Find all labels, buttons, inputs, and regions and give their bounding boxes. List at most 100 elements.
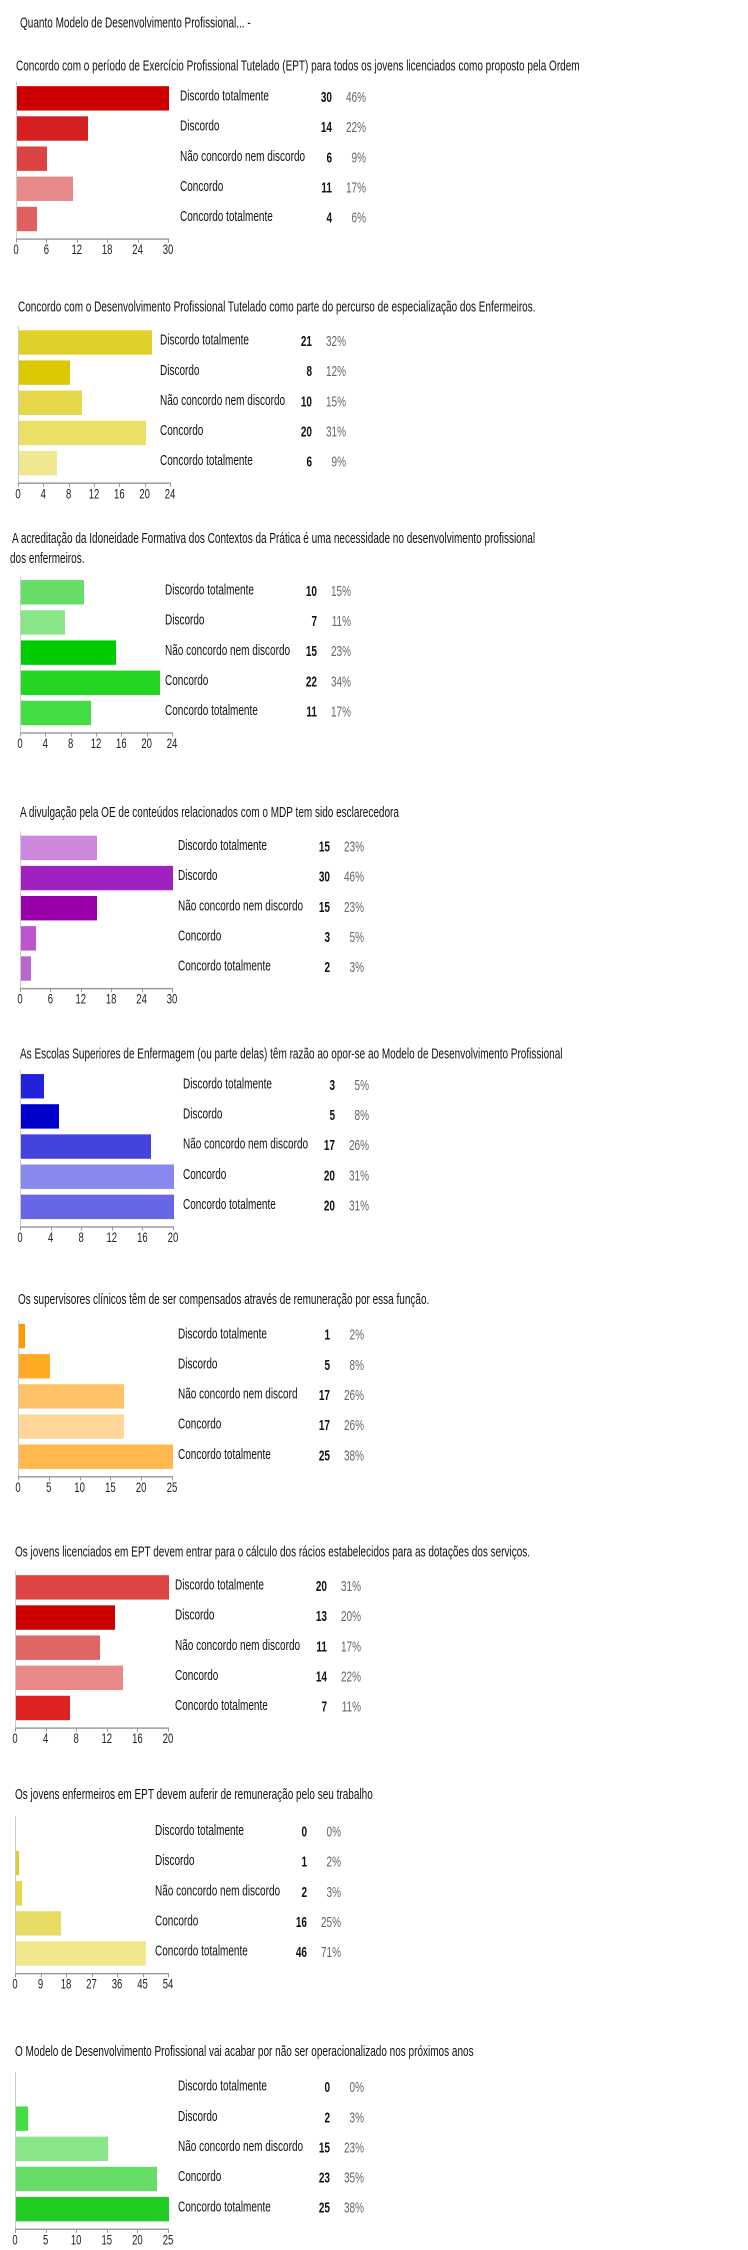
axis-tick [106,2228,108,2233]
count-label: 11 [321,180,332,197]
bar [21,670,161,695]
axis-tick-label: 24 [132,242,143,259]
category-label: Não concordo nem discordo [155,1883,281,1900]
percent-label: 15% [325,394,346,411]
axis-tick [141,1476,143,1481]
axis-tick-label: 24 [164,486,176,503]
category-label: Discordo [178,1356,218,1373]
axis-tick [107,238,109,243]
axis-tick [79,1476,81,1481]
count-label: 0 [301,1825,307,1841]
axis-tick-label: 5 [42,2232,49,2249]
category-label: Discordo [155,1853,195,1870]
axis-tick [16,238,17,243]
value-axis-line [16,81,17,239]
percent-label: 26% [343,1388,364,1405]
count-label: 1 [324,1328,330,1345]
axis-tick-label: 12 [75,992,87,1009]
axis-tick-label: 15 [105,1480,116,1497]
axis-tick [168,1727,169,1732]
chart-title: A divulgação pela OE de conteúdos relaci… [20,805,399,822]
bar [21,640,116,665]
category-label: Não concordo nem discordo [178,2139,304,2156]
bar [17,86,169,111]
axis-tick-label: 6 [47,992,54,1009]
count-label: 8 [306,364,312,381]
bar [21,896,97,921]
category-label: Concordo [175,1668,219,1685]
axis-tick [117,1972,118,1978]
axis-tick [106,1727,108,1732]
category-axis-line [20,987,172,990]
percent-label: 8% [354,1108,369,1125]
percent-label: 0% [326,1825,341,1841]
category-axis-line [15,1727,168,1729]
count-label: 46 [295,1945,307,1962]
bar [16,2136,108,2162]
percent-label: 23% [343,840,364,856]
percent-label: 22% [340,1669,361,1686]
bar [21,956,32,981]
axis-tick [76,2228,78,2233]
bar [17,206,38,232]
axis-tick-label: 15 [101,2232,113,2249]
percent-label: 3% [326,1885,341,1902]
axis-tick-label: 12 [101,1731,113,1748]
category-label: Discordo totalmente [178,1326,267,1343]
axis-tick [137,2228,139,2233]
axis-tick [43,482,45,487]
axis-tick [15,1972,16,1978]
axis-tick [170,482,171,487]
axis-tick-label: 20 [162,1731,174,1748]
count-label: 13 [315,1609,327,1626]
axis-tick [137,238,139,243]
count-label: 20 [315,1579,327,1596]
axis-tick-label: 16 [132,1731,143,1748]
bar [21,700,91,726]
percent-label: 23% [343,2140,364,2157]
category-label: Discordo [175,1608,215,1625]
count-label: 11 [306,705,317,721]
axis-tick-label: 8 [68,736,74,753]
bar [21,610,66,635]
category-label: Concordo totalmente [180,209,273,226]
bar [19,420,146,446]
category-label: Discordo totalmente [180,89,269,105]
percent-label: 9% [351,150,366,167]
axis-tick-label: 16 [116,736,127,753]
bar [16,1695,70,1721]
count-label: 14 [320,120,332,137]
axis-tick-label: 20 [132,2232,143,2249]
value-axis-line [15,1816,16,1973]
axis-tick [172,732,173,737]
bar [17,116,88,141]
axis-tick-label: 16 [137,1230,148,1247]
axis-tick-label: 10 [70,2232,82,2249]
bar [19,1444,173,1469]
count-label: 5 [324,1358,330,1375]
axis-tick-label: 45 [137,1977,148,1994]
count-label: 21 [300,334,312,351]
category-label: Não concordo nem discordo [183,1137,309,1154]
chart-title: As Escolas Superiores de Enfermagem (ou … [20,1046,563,1063]
percent-label: 11% [341,1700,361,1716]
axis-tick [46,238,48,243]
chart-title: A acreditação da Idoneidade Formativa do… [12,531,536,548]
axis-tick-label: 12 [88,486,100,503]
category-label: Concordo totalmente [160,453,253,470]
chart-title: Concordo com o Desenvolvimento Profissio… [18,300,536,316]
category-label: Discordo totalmente [155,1823,244,1840]
category-label: Discordo totalmente [183,1076,272,1093]
bar [19,1384,124,1409]
axis-tick-label: 0 [17,736,23,753]
axis-tick-label: 6 [43,242,50,259]
bar [16,1635,101,1660]
count-label: 17 [318,1388,330,1405]
axis-tick-label: 25 [166,1480,178,1497]
axis-tick [111,1226,113,1231]
category-label: Discordo [180,119,220,135]
count-label: 10 [300,394,312,411]
count-label: 30 [318,870,330,886]
axis-tick-label: 12 [71,242,83,259]
axis-tick-label: 9 [37,1977,44,1994]
